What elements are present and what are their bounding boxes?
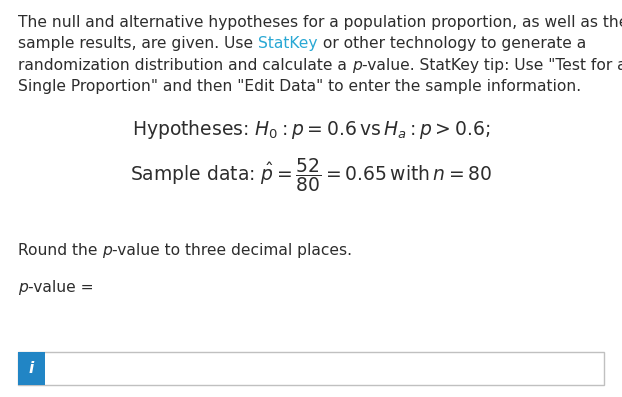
Text: StatKey: StatKey	[258, 37, 317, 52]
Text: -value =: -value =	[28, 280, 93, 295]
Text: sample results, are given. Use: sample results, are given. Use	[18, 37, 258, 52]
Text: The null and alternative hypotheses for a population proportion, as well as the: The null and alternative hypotheses for …	[18, 15, 622, 30]
Text: p: p	[18, 280, 28, 295]
Text: Single Proportion" and then "Edit Data" to enter the sample information.: Single Proportion" and then "Edit Data" …	[18, 79, 581, 94]
Text: Sample data: $\hat{p} = \dfrac{52}{80} = 0.65\,\mathrm{with}\,n = 80$: Sample data: $\hat{p} = \dfrac{52}{80} =…	[130, 156, 492, 194]
Text: Hypotheses: $H_0 : p = 0.6\,\mathrm{vs}\,H_a : p > 0.6;$: Hypotheses: $H_0 : p = 0.6\,\mathrm{vs}\…	[132, 118, 490, 141]
Text: -value to three decimal places.: -value to three decimal places.	[112, 243, 352, 258]
Text: -value. StatKey tip: Use "Test for a: -value. StatKey tip: Use "Test for a	[361, 58, 622, 73]
Bar	[18, 352, 604, 385]
Text: or other technology to generate a: or other technology to generate a	[317, 37, 586, 52]
Text: randomization distribution and calculate a: randomization distribution and calculate…	[18, 58, 352, 73]
Text: p: p	[103, 243, 112, 258]
Text: p: p	[352, 58, 361, 73]
Text: Round the: Round the	[18, 243, 103, 258]
Bar	[18, 352, 45, 385]
Text: i: i	[29, 361, 34, 376]
